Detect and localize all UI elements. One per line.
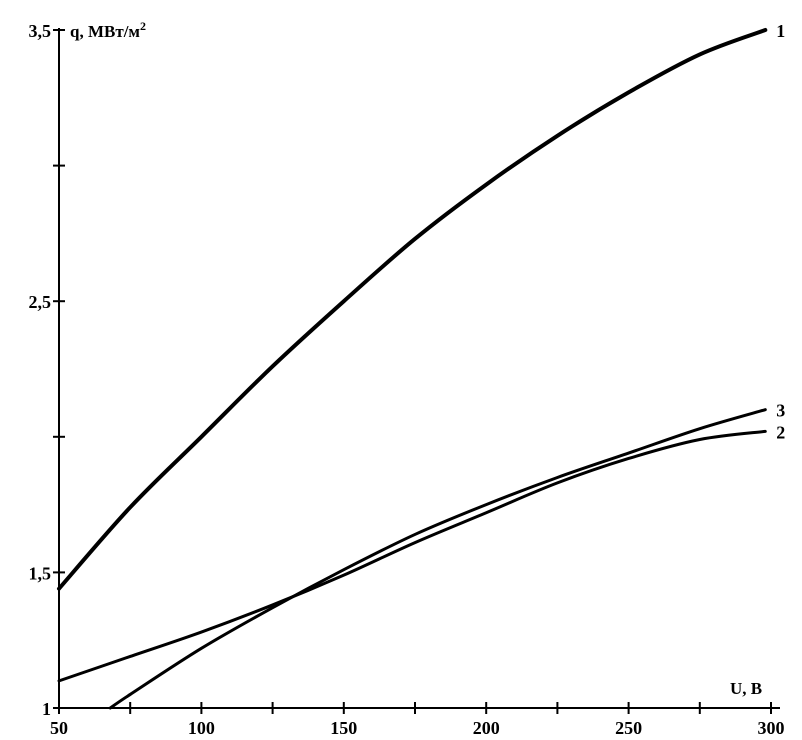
- x-tick-label: 300: [758, 718, 785, 738]
- y-tick-label: 1,5: [29, 563, 52, 583]
- x-tick-label: 100: [188, 718, 215, 738]
- series-2-line: [57, 429, 767, 683]
- y-axis-label: q, МВт/м2: [70, 19, 146, 41]
- x-tick-label: 250: [615, 718, 642, 738]
- y-tick-label: 2,5: [29, 292, 52, 312]
- y-tick-label: 1: [42, 699, 51, 719]
- ticks-group: 50 100 150 200 250 300 1 1,5 2,5 3,5: [29, 21, 785, 738]
- series-group: 123: [57, 21, 785, 710]
- x-tick-label: 200: [473, 718, 500, 738]
- x-axis-label: U, В: [730, 679, 762, 698]
- y-axis-label-sup: 2: [140, 19, 146, 33]
- series-3-line: [108, 408, 767, 710]
- y-tick-label: 3,5: [29, 21, 52, 41]
- series-3-label: 3: [776, 401, 785, 421]
- x-tick-label: 150: [330, 718, 357, 738]
- series-1-line: [57, 28, 768, 591]
- series-2-label: 2: [776, 422, 785, 442]
- x-tick-label: 50: [50, 718, 68, 738]
- series-1-label: 1: [776, 21, 785, 41]
- y-axis-label-main: q, МВт/м: [70, 22, 140, 41]
